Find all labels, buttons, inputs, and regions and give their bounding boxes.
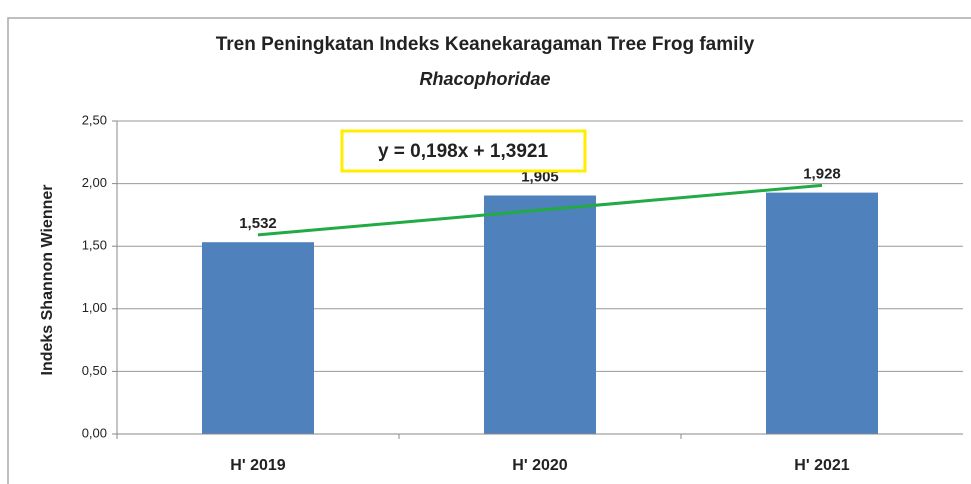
frame	[7, 17, 971, 484]
x-tick-label: H' 2021	[794, 457, 850, 474]
y-tick-label: 2,50	[82, 112, 107, 127]
y-tick-label: 0,00	[82, 425, 107, 440]
y-tick-label: 1,00	[82, 300, 107, 315]
bar	[202, 242, 314, 434]
x-tick-label: H' 2020	[512, 457, 568, 474]
y-tick-label: 0,50	[82, 363, 107, 378]
data-label: 1,532	[239, 215, 277, 232]
y-axis-label: Indeks Shannon Wienner	[39, 185, 56, 376]
bar	[766, 192, 878, 434]
y-tick-label: 2,00	[82, 175, 107, 190]
chart-title: Tren Peningkatan Indeks Keanekaragaman T…	[216, 34, 755, 55]
bar	[484, 195, 596, 434]
data-label: 1,928	[803, 166, 841, 183]
data-label: 1,905	[521, 168, 559, 185]
equation-box	[340, 129, 587, 173]
y-tick-label: 1,50	[82, 238, 107, 253]
chart-subtitle: Rhacophoridae	[419, 69, 550, 89]
equation: y = 0,198x + 1,3921	[378, 141, 549, 162]
trendline	[257, 183, 823, 237]
x-tick-label: H' 2019	[230, 457, 286, 474]
